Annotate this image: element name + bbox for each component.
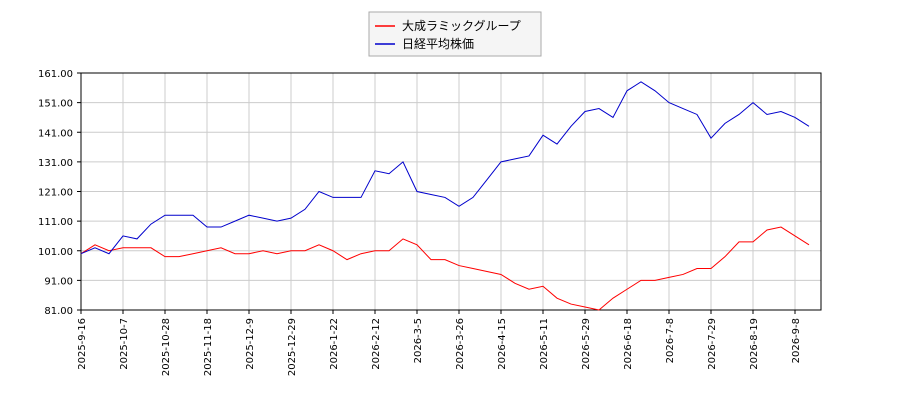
y-tick-label: 151.00 bbox=[38, 99, 73, 110]
x-tick-label: 2026-7-29 bbox=[707, 318, 718, 370]
legend-label: 日経平均株価 bbox=[402, 36, 474, 51]
x-tick-label: 2025-10-7 bbox=[119, 318, 130, 370]
y-tick-label: 81.00 bbox=[44, 306, 73, 317]
x-tick-label: 2026-6-18 bbox=[623, 318, 634, 370]
x-tick-label: 2026-7-8 bbox=[665, 318, 676, 363]
series-line bbox=[80, 226, 810, 311]
x-tick-label: 2026-5-29 bbox=[581, 318, 592, 370]
x-tick-label: 2026-2-12 bbox=[371, 318, 382, 370]
y-tick-label: 91.00 bbox=[44, 276, 73, 287]
x-tick-label: 2025-12-29 bbox=[287, 318, 298, 376]
x-tick-label: 2026-3-5 bbox=[413, 318, 424, 363]
y-tick-label: 141.00 bbox=[38, 128, 73, 139]
x-tick-label: 2025-12-9 bbox=[245, 318, 256, 370]
y-tick-label: 111.00 bbox=[38, 217, 73, 228]
x-tick-label: 2026-8-19 bbox=[749, 318, 760, 370]
y-tick-label: 121.00 bbox=[38, 188, 73, 199]
x-tick-label: 2025-11-18 bbox=[203, 318, 214, 376]
x-tick-label: 2026-3-26 bbox=[455, 318, 466, 370]
x-tick-label: 2026-4-15 bbox=[497, 318, 508, 370]
x-tick-label: 2025-9-16 bbox=[77, 318, 88, 370]
y-tick-label: 101.00 bbox=[38, 247, 73, 258]
x-tick-label: 2026-1-22 bbox=[329, 318, 340, 370]
x-tick-label: 2026-9-8 bbox=[791, 318, 802, 363]
x-tick-label: 2025-10-28 bbox=[161, 318, 172, 376]
y-tick-label: 161.00 bbox=[38, 69, 73, 80]
series-line bbox=[80, 81, 810, 255]
x-tick-label: 2026-5-11 bbox=[539, 318, 550, 370]
y-tick-label: 131.00 bbox=[38, 158, 73, 169]
legend-box bbox=[368, 11, 542, 57]
plot-area bbox=[80, 72, 822, 311]
legend-label: 大成ラミックグループ bbox=[402, 19, 521, 33]
